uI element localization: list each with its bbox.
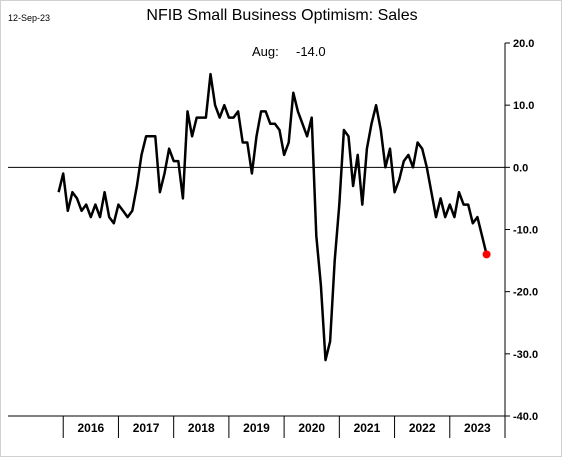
date-stamp: 12-Sep-23 — [8, 13, 51, 23]
chart-title: NFIB Small Business Optimism: Sales — [146, 7, 418, 24]
latest-value: -14.0 — [296, 44, 326, 59]
y-tick-label: -10.0 — [513, 225, 538, 237]
y-tick-label: -20.0 — [513, 287, 538, 299]
x-year-label: 2018 — [188, 421, 215, 435]
latest-value-label: Aug: — [252, 44, 279, 59]
series-line — [57, 72, 488, 362]
y-tick-label: 20.0 — [513, 38, 534, 50]
x-year-label: 2023 — [464, 421, 491, 435]
y-tick-label: 0.0 — [513, 162, 528, 174]
x-year-label: 2016 — [77, 421, 104, 435]
y-tick-label: -30.0 — [513, 349, 538, 361]
y-tick-label: 10.0 — [513, 100, 534, 112]
x-year-label: 2021 — [354, 421, 381, 435]
x-year-label: 2019 — [243, 421, 270, 435]
last-point-marker — [482, 250, 491, 259]
y-tick-label: -40.0 — [513, 411, 538, 423]
x-year-label: 2022 — [409, 421, 436, 435]
x-year-label: 2017 — [133, 421, 160, 435]
x-year-label: 2020 — [298, 421, 325, 435]
